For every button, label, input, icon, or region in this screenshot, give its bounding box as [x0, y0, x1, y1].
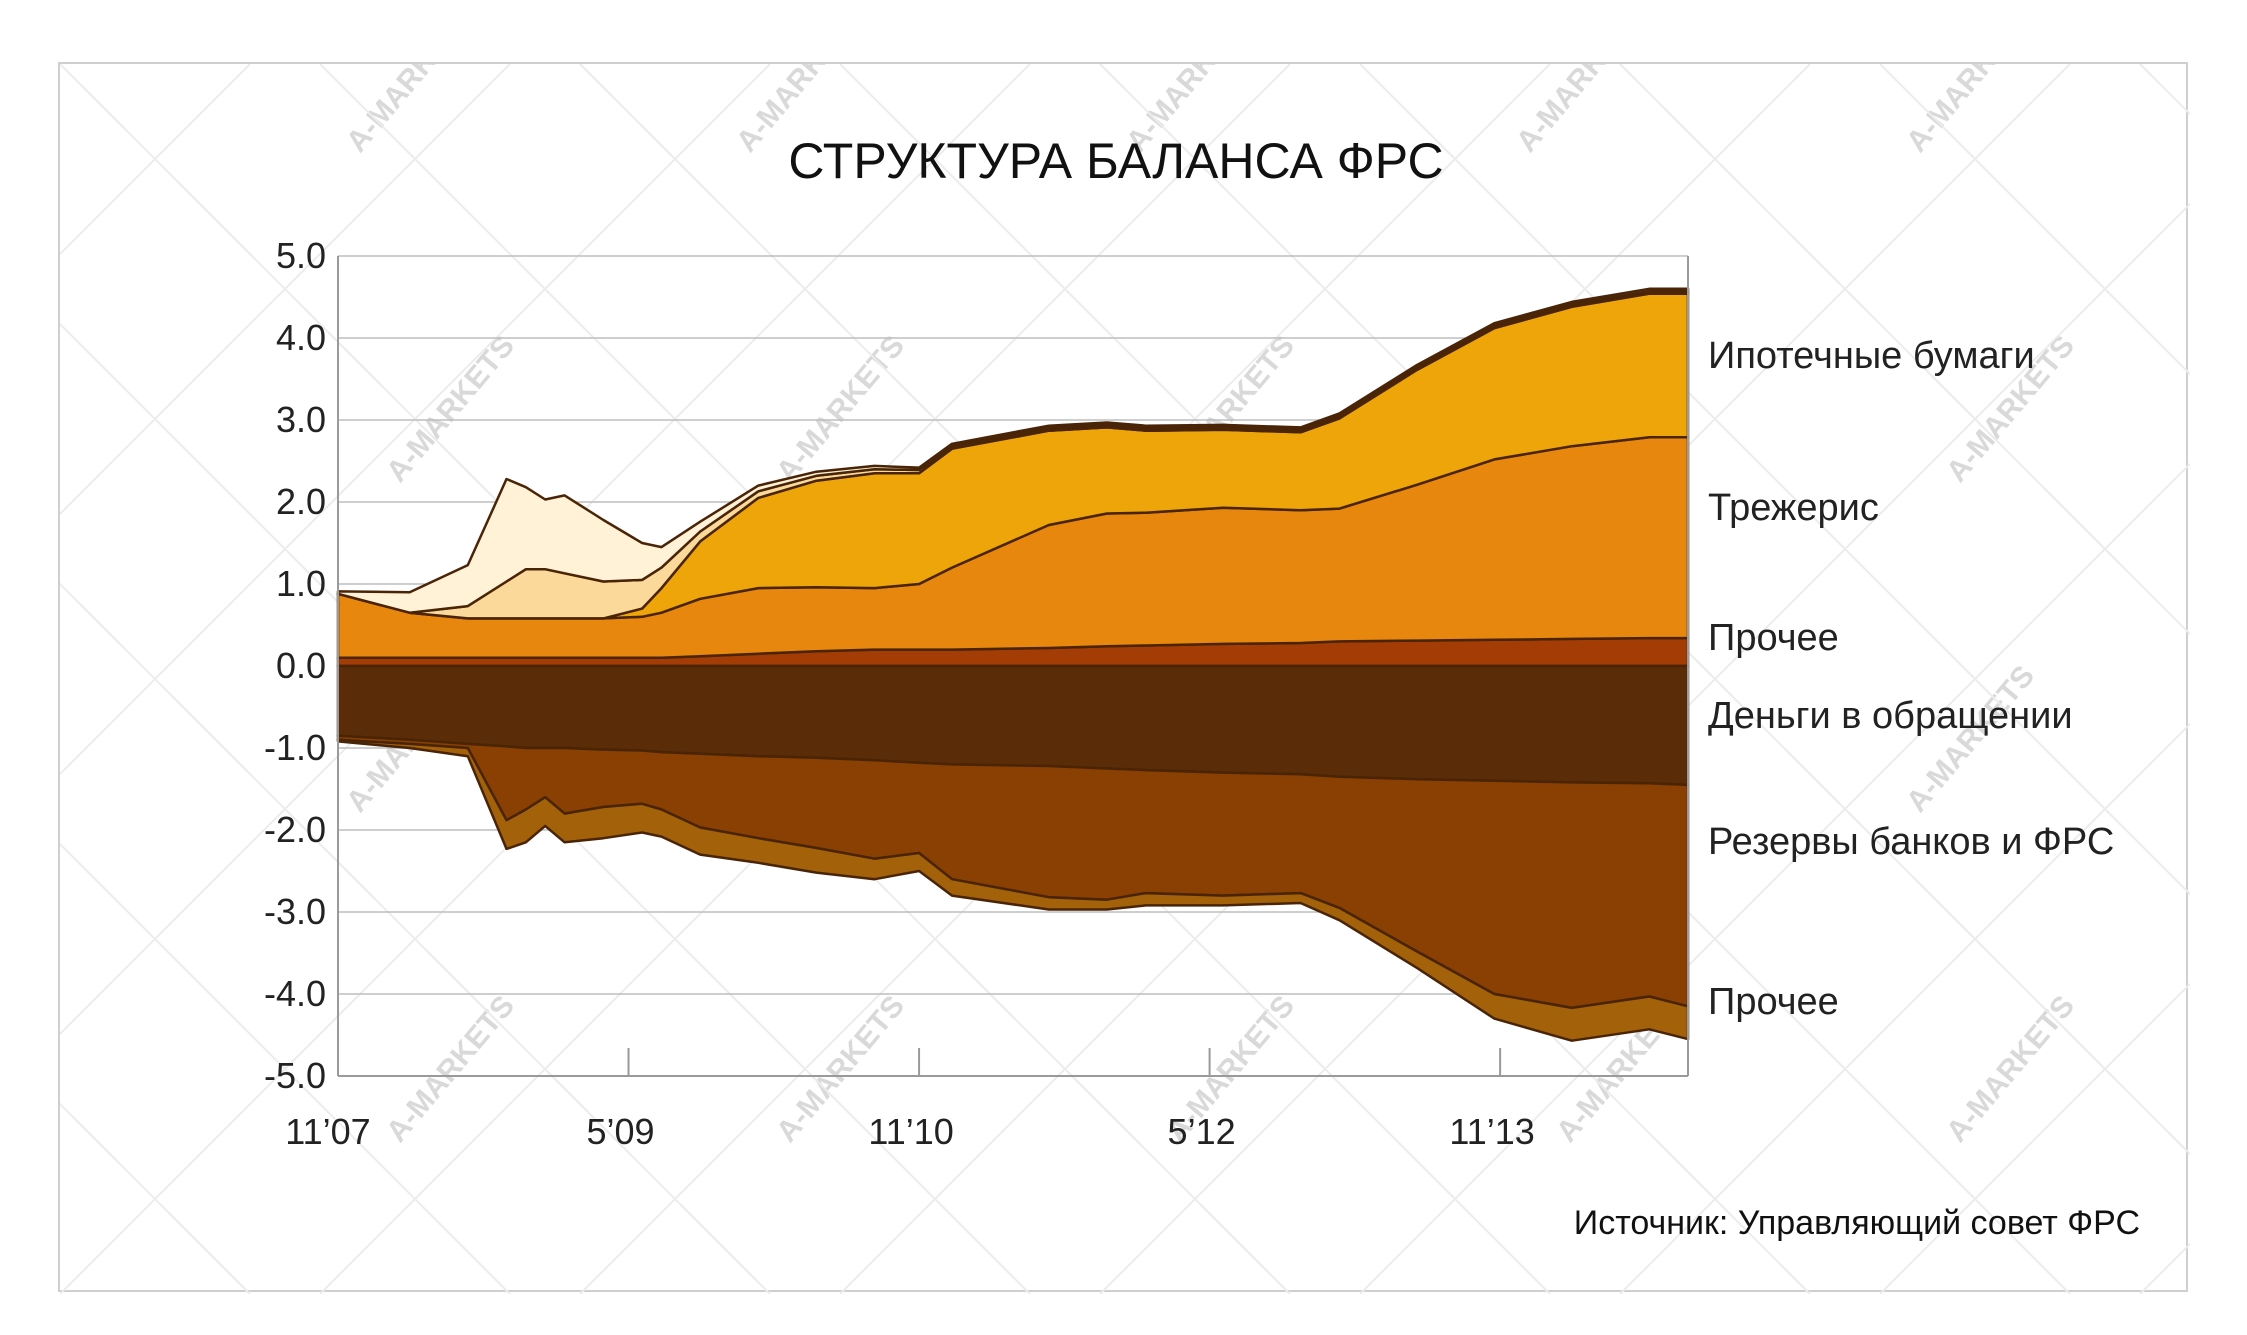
series-label: Трежерис	[1708, 487, 1879, 529]
y-tick-label: 1.0	[276, 563, 326, 604]
y-tick-label: -1.0	[264, 727, 326, 768]
y-tick-label: -3.0	[264, 891, 326, 932]
watermark-line	[1619, 722, 2190, 1294]
watermark-line	[1619, 64, 2190, 636]
series-label: Ипотечные бумаги	[1708, 335, 2035, 377]
watermark-line	[1099, 202, 2190, 1294]
watermark-line	[1879, 982, 2190, 1294]
series-label: Деньги в обращении	[1708, 695, 2073, 737]
y-tick-label: 5.0	[276, 235, 326, 276]
y-tick-label: 2.0	[276, 481, 326, 522]
series-label: Прочее	[1708, 617, 1839, 659]
series-label: Резервы банков и ФРС	[1708, 821, 2114, 863]
chart-title: СТРУКТУРА БАЛАНСА ФРС	[788, 133, 1443, 189]
y-tick-label: -4.0	[264, 973, 326, 1014]
x-tick-label: 11’07	[285, 1111, 370, 1152]
legend-labels: Ипотечные бумаги Трежерис Прочее Деньги в о…	[1708, 335, 2114, 1023]
x-tick-label: 5’12	[1168, 1111, 1236, 1152]
x-tick-label: 11’13	[1449, 1111, 1534, 1152]
watermark-brand: A-MARKETS	[380, 329, 521, 488]
x-tick-label: 5’09	[586, 1111, 654, 1152]
y-tick-label: 4.0	[276, 317, 326, 358]
watermark-brand: A-MARKETS	[1940, 989, 2081, 1148]
watermark-brand: A-MARKETS	[1900, 64, 2041, 158]
watermark-line	[1879, 64, 2190, 376]
y-tick-label: -5.0	[264, 1055, 326, 1096]
x-axis: 11’07 5’09 11’10 5’12 11’13	[285, 1048, 1535, 1152]
watermark-line	[2139, 1242, 2190, 1294]
series-label: Прочее	[1708, 981, 1839, 1023]
watermark-line	[60, 842, 511, 1294]
x-tick-label: 11’10	[868, 1111, 953, 1152]
y-axis: 5.0 4.0 3.0 2.0 1.0 0.0 -1.0 -2.0 -3.0 -4.0 -5.0	[264, 235, 326, 1096]
watermark-brand: A-MARKETS	[340, 64, 481, 158]
watermark-brand: A-MARKETS	[380, 989, 521, 1148]
axes	[337, 256, 1689, 1077]
watermark-line	[60, 64, 511, 516]
watermark-line	[1359, 462, 2190, 1294]
y-tick-label: -2.0	[264, 809, 326, 850]
y-tick-label: 3.0	[276, 399, 326, 440]
source-note: Источник: Управляющий совет ФРС	[1574, 1204, 2140, 1242]
watermark-brand: A-MARKETS	[1510, 64, 1651, 158]
watermark-line	[60, 64, 771, 776]
watermark-line	[2139, 64, 2190, 116]
chart-frame: A-MARKETS A-MARKETS A-MARKETS A-MARKETS A-MA…	[58, 62, 2190, 1294]
chart-canvas: A-MARKETS A-MARKETS A-MARKETS A-MARKETS A-MA…	[60, 64, 2190, 1294]
y-tick-label: 0.0	[276, 645, 326, 686]
plot-area	[336, 287, 1690, 1042]
